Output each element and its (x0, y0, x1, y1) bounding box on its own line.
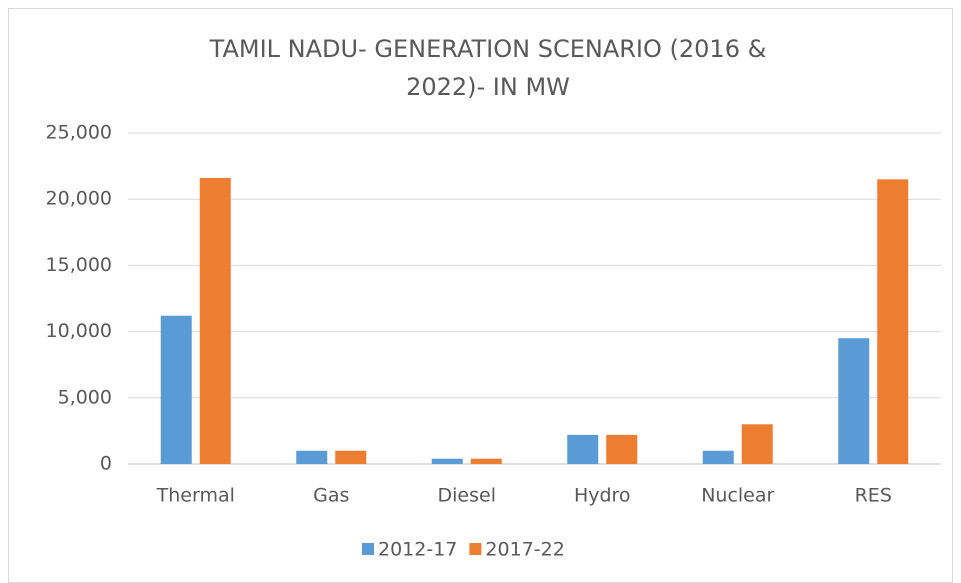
y-tick-label: 0 (100, 453, 112, 475)
bar (335, 450, 367, 464)
bar (877, 179, 909, 464)
x-tick-label: Diesel (438, 485, 496, 507)
bar (741, 424, 773, 464)
bar (160, 315, 192, 464)
y-tick-label: 5,000 (58, 386, 112, 408)
chart-title: 2022)- IN MW (406, 73, 570, 101)
x-tick-label: Gas (313, 485, 349, 507)
y-tick-label: 25,000 (46, 122, 112, 144)
legend-label: 2017-22 (485, 539, 564, 561)
x-tick-label: Nuclear (701, 485, 774, 507)
legend-swatch (362, 543, 374, 555)
bar (431, 458, 463, 464)
legend-label: 2012-17 (378, 539, 457, 561)
bar (838, 338, 870, 464)
legend-swatch (469, 543, 482, 555)
bar (470, 458, 502, 464)
y-tick-label: 10,000 (46, 320, 112, 342)
chart-title: TAMIL NADU- GENERATION SCENARIO (2016 & (209, 35, 767, 63)
x-tick-label: RES (855, 485, 892, 507)
bar (606, 434, 638, 464)
y-tick-label: 15,000 (46, 254, 112, 276)
bar (702, 450, 734, 464)
x-tick-label: Hydro (574, 485, 631, 507)
bar (296, 450, 328, 464)
y-tick-label: 20,000 (46, 188, 112, 210)
x-tick-label: Thermal (156, 485, 235, 507)
bar (567, 434, 599, 464)
chart-border (8, 8, 953, 583)
bar (199, 178, 231, 465)
